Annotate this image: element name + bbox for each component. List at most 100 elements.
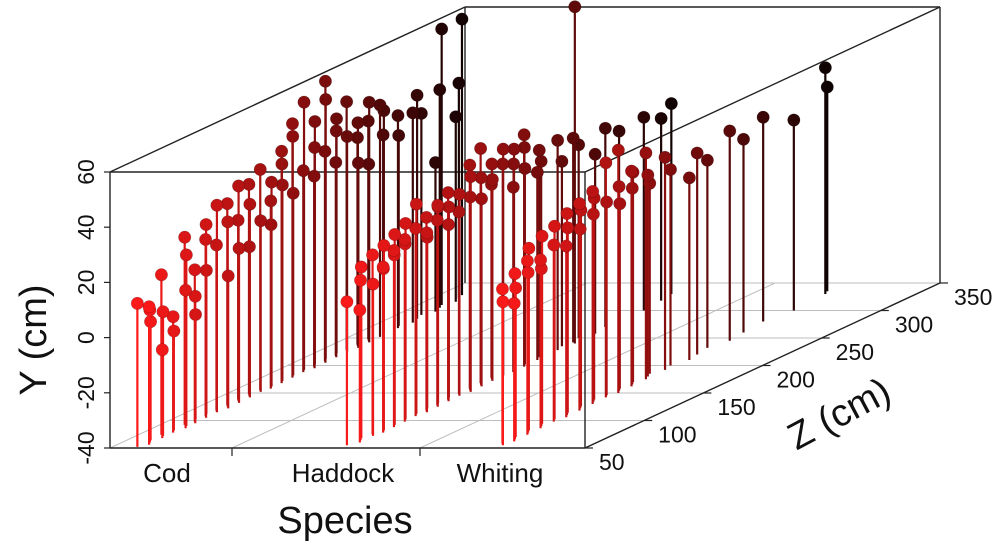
- stem-marker: [560, 207, 574, 221]
- stem-marker: [330, 112, 344, 126]
- stem-marker: [391, 109, 405, 123]
- stem-marker: [142, 300, 156, 314]
- stem-marker: [534, 253, 548, 267]
- y-tick-label: 40: [73, 214, 99, 240]
- stem-marker: [522, 241, 536, 255]
- stem-marker: [388, 227, 402, 241]
- stem-marker: [555, 154, 569, 168]
- stem-marker: [495, 282, 509, 296]
- stem-marker: [452, 187, 466, 201]
- stem-marker: [682, 171, 696, 185]
- stem-marker: [474, 142, 488, 156]
- stem-marker: [485, 157, 499, 171]
- stem-marker: [362, 95, 376, 109]
- z-tick-label: 200: [777, 367, 815, 393]
- stem-marker: [406, 106, 420, 120]
- stem-marker: [637, 110, 651, 124]
- stem-marker: [664, 97, 678, 111]
- stem-marker: [199, 218, 213, 232]
- stem-marker: [612, 124, 626, 138]
- stem-marker: [639, 146, 653, 160]
- stem-marker: [535, 229, 549, 243]
- stem-marker: [625, 164, 639, 178]
- stem-marker: [641, 168, 655, 182]
- stem-marker: [559, 239, 573, 253]
- stem-marker: [517, 128, 531, 142]
- stem-marker: [551, 133, 565, 147]
- stem-marker: [654, 111, 668, 125]
- stem-marker: [188, 263, 202, 277]
- z-tick-label: 100: [658, 422, 696, 448]
- y-tick-label: -40: [73, 431, 99, 464]
- stem-marker: [156, 305, 170, 319]
- stem-marker: [475, 192, 489, 206]
- stem-marker: [221, 215, 235, 229]
- stem-marker: [452, 76, 466, 90]
- stem-marker: [285, 117, 299, 131]
- series-whiting: [495, 61, 834, 446]
- stem-marker: [818, 61, 832, 75]
- data-stems: [130, 0, 834, 447]
- stem-marker: [690, 146, 704, 160]
- stem-marker: [409, 197, 423, 211]
- stem-marker: [611, 143, 625, 157]
- stem-marker: [787, 113, 801, 127]
- y-tick-label: 0: [73, 331, 99, 344]
- stem-marker: [599, 156, 613, 170]
- stem-marker: [508, 267, 522, 281]
- stem-marker: [506, 180, 520, 194]
- stem-marker: [265, 175, 279, 189]
- stem-marker: [166, 310, 180, 324]
- stem-marker: [376, 260, 390, 274]
- stem-marker: [700, 153, 714, 167]
- stem-marker: [210, 198, 224, 212]
- stem-marker: [264, 194, 278, 208]
- x-tick-label: Cod: [143, 458, 191, 488]
- stem-marker: [254, 214, 268, 228]
- stem-marker: [663, 163, 677, 177]
- stem-marker: [464, 170, 478, 184]
- series-haddock: [340, 0, 678, 446]
- stem-marker: [318, 74, 332, 88]
- z-tick-label: 250: [836, 339, 874, 365]
- y-axis-title: Y (cm): [13, 284, 55, 395]
- y-tick-label: 20: [73, 270, 99, 296]
- stem-marker: [221, 269, 235, 283]
- stem-marker: [366, 277, 380, 291]
- stem-marker: [736, 132, 750, 146]
- stem-marker: [530, 165, 544, 179]
- stem-marker: [340, 129, 354, 143]
- stem-marker: [398, 232, 412, 246]
- stem-marker: [354, 260, 368, 274]
- stem-marker: [547, 238, 561, 252]
- stem-marker: [373, 98, 387, 112]
- stem-marker: [340, 295, 354, 309]
- stem-marker: [586, 184, 600, 198]
- stem-marker: [308, 140, 322, 154]
- stem-marker: [658, 150, 672, 164]
- stem-marker: [351, 156, 365, 170]
- stem-marker: [179, 283, 193, 297]
- stem-marker: [568, 0, 582, 14]
- stem-marker: [354, 273, 368, 287]
- y-tick-label: 60: [73, 159, 99, 185]
- stem-marker: [296, 164, 310, 178]
- stem-marker: [188, 289, 202, 303]
- stem-marker: [155, 343, 169, 357]
- z-tick-label: 300: [895, 312, 933, 338]
- stem-marker: [455, 12, 469, 26]
- stem-marker: [435, 22, 449, 36]
- stem-marker: [532, 143, 546, 157]
- stem-marker: [485, 172, 499, 186]
- stem-marker: [442, 218, 456, 232]
- stem-marker: [572, 197, 586, 211]
- stem-marker: [566, 131, 580, 145]
- stem-marker: [351, 116, 365, 130]
- stem-marker: [820, 80, 834, 94]
- stem-marker: [548, 219, 562, 233]
- stem-marker: [598, 121, 612, 135]
- stem-marker: [419, 210, 433, 224]
